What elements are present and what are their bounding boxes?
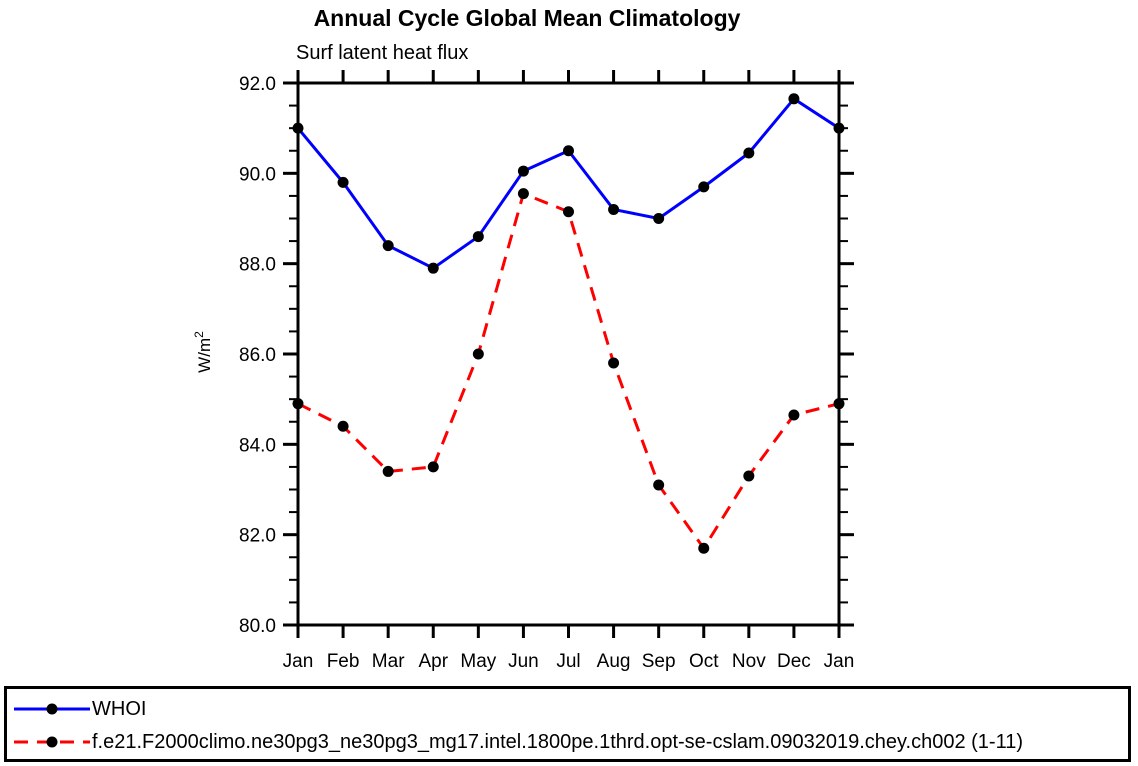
chart-title: Annual Cycle Global Mean Climatology: [313, 5, 741, 31]
model-line-swatch-icon: [14, 736, 90, 747]
svg-text:Mar: Mar: [372, 651, 405, 672]
legend-entry-model: f.e21.F2000climo.ne30pg3_ne30pg3_mg17.in…: [12, 725, 1128, 758]
svg-text:88.0: 88.0: [239, 255, 276, 276]
whoi-line-swatch-icon: [14, 703, 90, 714]
svg-text:80.0: 80.0: [239, 616, 276, 637]
svg-text:May: May: [460, 651, 496, 672]
svg-text:Sep: Sep: [642, 651, 676, 672]
chart-subtitle: Surf latent heat flux: [296, 42, 469, 64]
legend-entry-whoi: WHOI: [12, 692, 1128, 725]
svg-text:Jul: Jul: [556, 651, 580, 672]
svg-text:Feb: Feb: [327, 651, 360, 672]
legend-box: WHOI f.e21.F2000climo.ne30pg3_ne30pg3_mg…: [4, 686, 1131, 762]
svg-text:Dec: Dec: [777, 651, 811, 672]
svg-text:Aug: Aug: [597, 651, 631, 672]
svg-text:Jun: Jun: [508, 651, 539, 672]
svg-text:Jan: Jan: [824, 651, 855, 672]
legend-label-model: f.e21.F2000climo.ne30pg3_ne30pg3_mg17.in…: [92, 730, 1024, 753]
svg-text:Apr: Apr: [418, 651, 448, 672]
svg-text:Nov: Nov: [732, 651, 766, 672]
svg-text:Jan: Jan: [283, 651, 314, 672]
svg-text:84.0: 84.0: [239, 435, 276, 456]
chart-canvas: 80.0 82.0 84.0 86.0 88.0 90.0 92.0 Jan Feb Mar Apr…: [192, 70, 855, 672]
legend-label-whoi: WHOI: [92, 697, 147, 720]
svg-text:W/m2: W/m2: [192, 331, 214, 373]
svg-text:82.0: 82.0: [239, 526, 276, 547]
svg-text:90.0: 90.0: [239, 164, 276, 185]
svg-text:Oct: Oct: [689, 651, 719, 672]
svg-text:92.0: 92.0: [239, 74, 276, 95]
svg-text:86.0: 86.0: [239, 345, 276, 366]
